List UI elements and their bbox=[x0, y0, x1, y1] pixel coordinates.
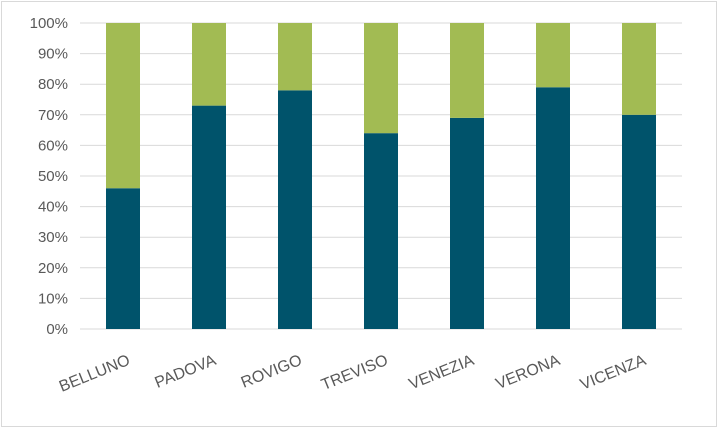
bar-segment-rovigo-1 bbox=[278, 90, 312, 329]
bar-segment-padova-2 bbox=[192, 23, 226, 106]
y-tick-label: 0% bbox=[46, 321, 68, 338]
y-tick-label: 20% bbox=[38, 260, 68, 277]
y-tick-label: 30% bbox=[38, 229, 68, 246]
x-category-label: ROVIGO bbox=[239, 352, 305, 392]
x-category-label: TREVISO bbox=[319, 352, 390, 394]
y-tick-label: 60% bbox=[38, 137, 68, 154]
bar-segment-verona-1 bbox=[536, 87, 570, 329]
bar-segment-treviso-1 bbox=[364, 133, 398, 329]
bar-segment-padova-1 bbox=[192, 105, 226, 330]
x-category-label: VENEZIA bbox=[407, 352, 477, 394]
bar-segment-vicenza-2 bbox=[622, 23, 656, 115]
bar-segment-vicenza-1 bbox=[622, 114, 656, 329]
x-category-label: BELLUNO bbox=[57, 352, 133, 396]
y-tick-label: 50% bbox=[38, 168, 68, 185]
bar-segment-rovigo-2 bbox=[278, 23, 312, 91]
x-category-label: VICENZA bbox=[578, 352, 649, 394]
y-tick-label: 40% bbox=[38, 199, 68, 216]
y-axis-tick-labels: 0% 10% 20% 30% 40% 50% 60% 70% 80% 90% 100% bbox=[30, 15, 68, 338]
bar-segment-treviso-2 bbox=[364, 23, 398, 134]
bar-segment-venezia-2 bbox=[450, 23, 484, 118]
x-axis-category-labels: BELLUNO PADOVA ROVIGO TREVISO VENEZIA VERONA V… bbox=[57, 352, 649, 396]
bars bbox=[106, 23, 656, 330]
y-tick-label: 90% bbox=[38, 46, 68, 63]
y-tick-label: 70% bbox=[38, 107, 68, 124]
bar-segment-verona-2 bbox=[536, 23, 570, 88]
y-tick-label: 100% bbox=[30, 15, 68, 32]
bar-segment-belluno-2 bbox=[106, 23, 140, 189]
bar-segment-belluno-1 bbox=[106, 188, 140, 329]
x-category-label: VERONA bbox=[493, 352, 562, 393]
y-tick-label: 10% bbox=[38, 290, 68, 307]
x-category-label: PADOVA bbox=[153, 352, 219, 392]
bar-segment-venezia-1 bbox=[450, 117, 484, 329]
y-tick-label: 80% bbox=[38, 76, 68, 93]
